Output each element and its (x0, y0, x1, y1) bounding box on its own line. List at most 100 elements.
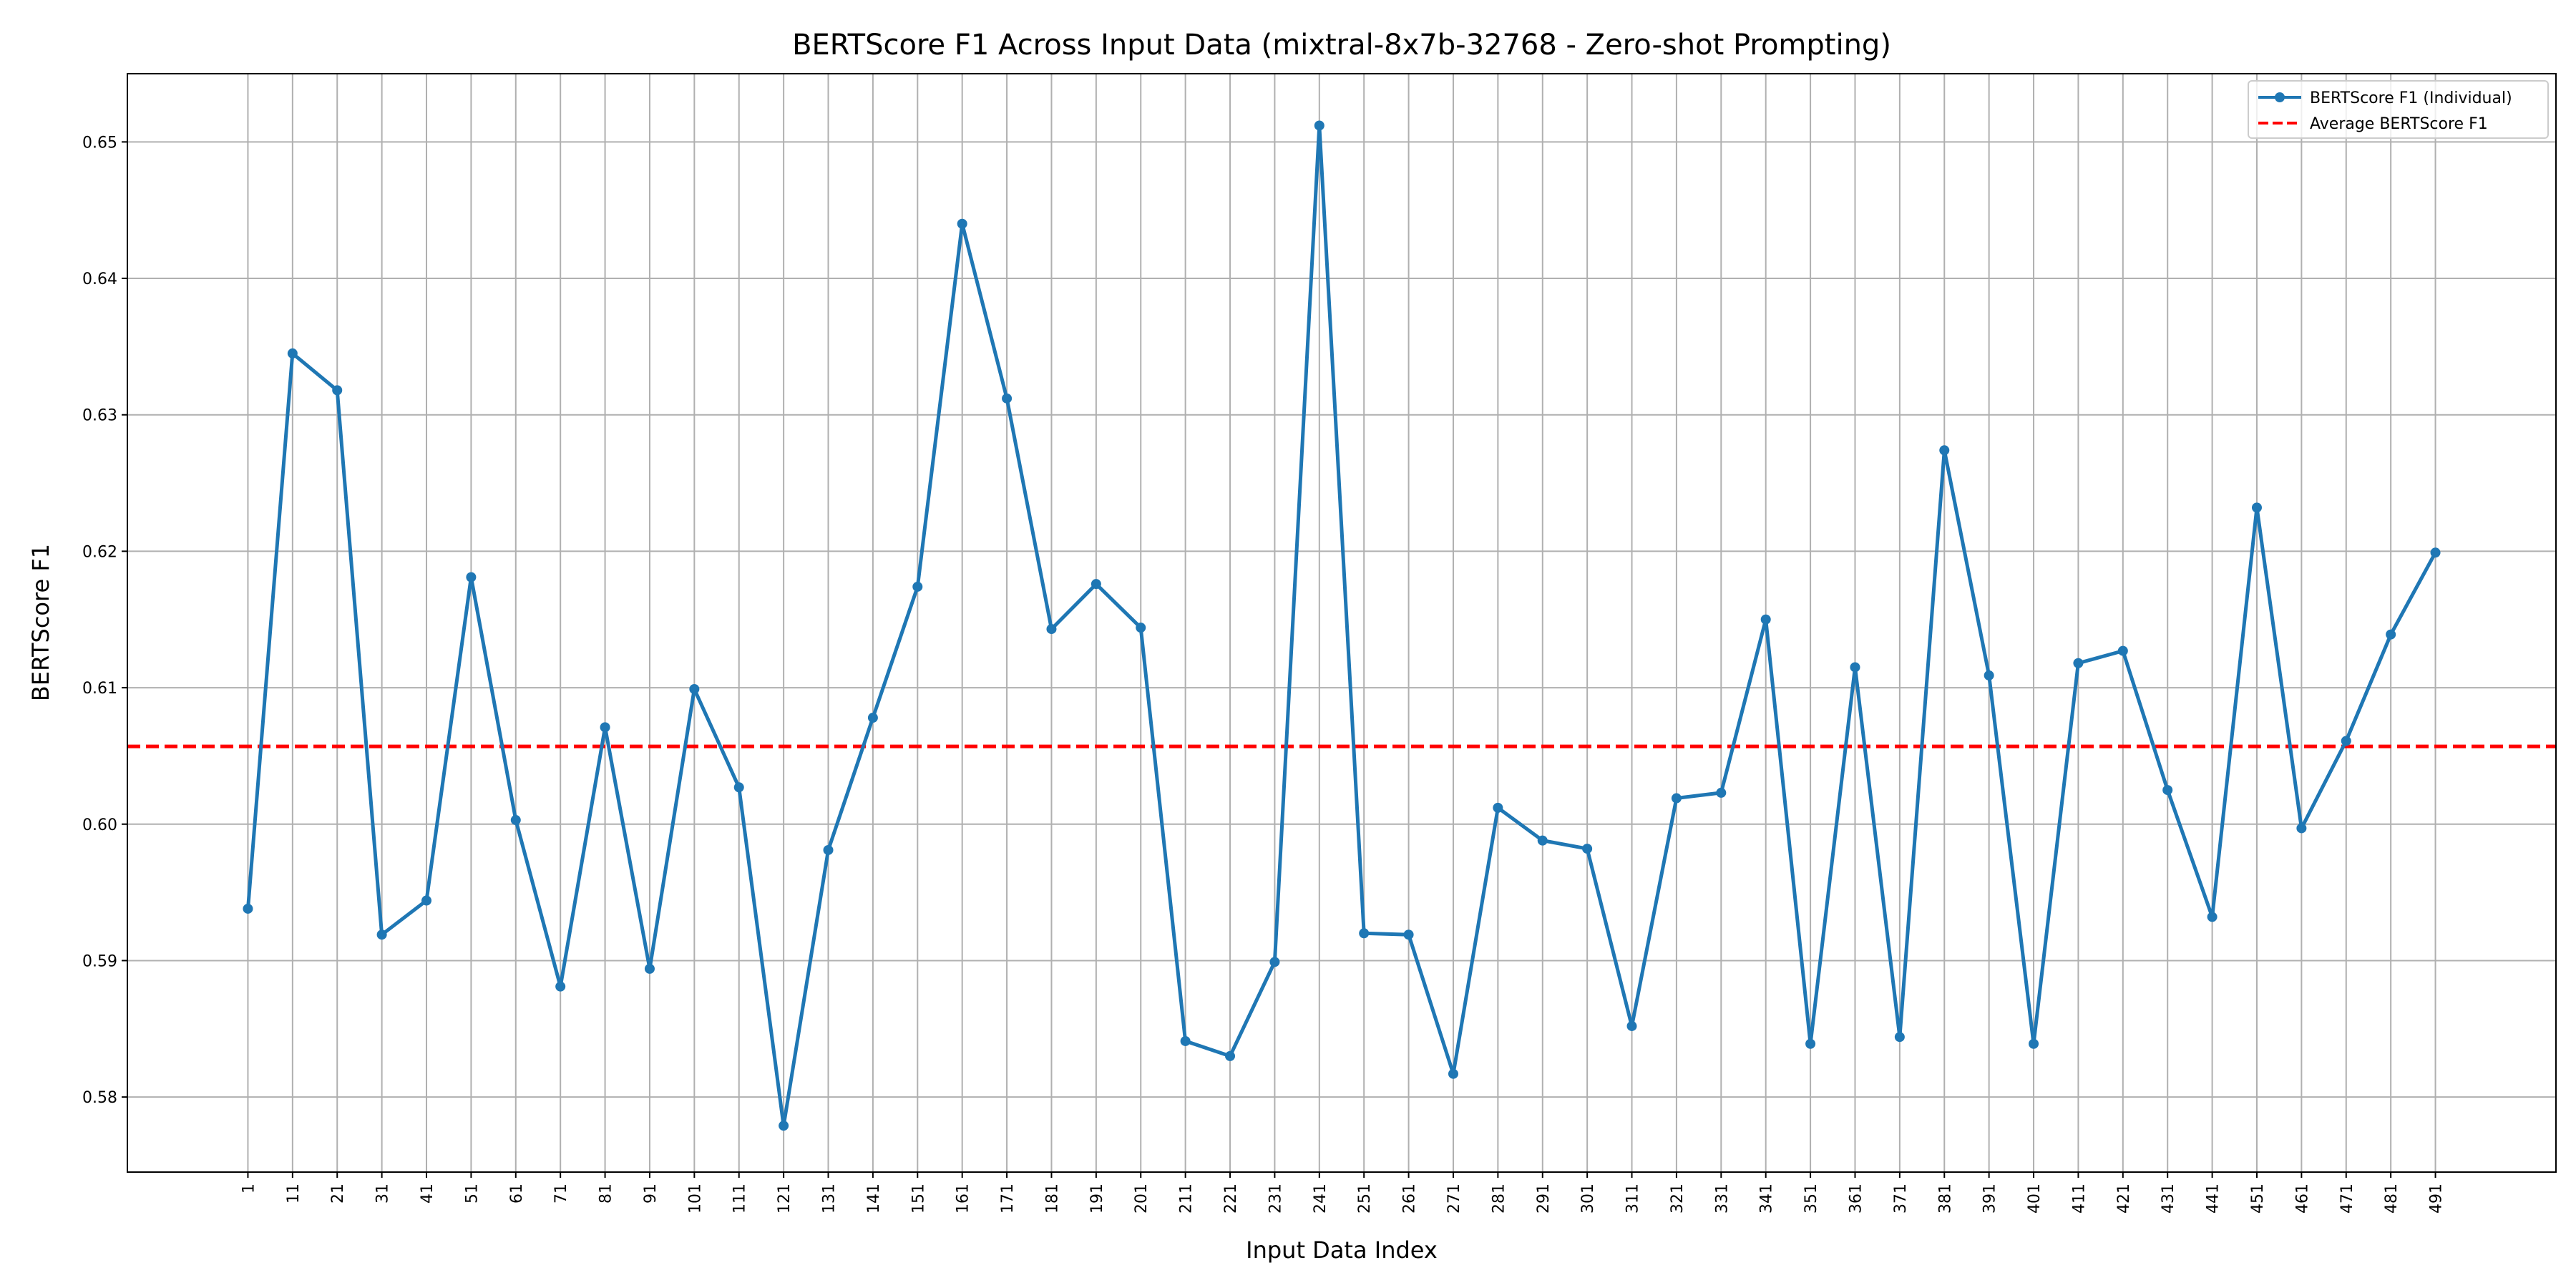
data-point (2029, 1038, 2039, 1049)
data-point (2341, 736, 2351, 746)
data-point (1314, 120, 1324, 131)
y-tick-label: 0.64 (82, 270, 117, 288)
x-tick-label: 411 (2070, 1184, 2088, 1214)
x-tick-label: 311 (1624, 1184, 1642, 1214)
data-point (644, 963, 655, 974)
x-tick-label: 141 (865, 1184, 883, 1214)
x-tick-label: 221 (1222, 1184, 1240, 1214)
x-tick-label: 261 (1401, 1184, 1419, 1214)
data-point (1760, 614, 1771, 625)
x-tick-label: 271 (1445, 1184, 1463, 1214)
legend-box (2248, 80, 2549, 139)
data-point (779, 1121, 789, 1131)
y-tick-label: 0.59 (82, 952, 117, 970)
data-point (421, 895, 432, 906)
data-point (1493, 802, 1503, 813)
y-tick-label: 0.61 (82, 680, 117, 698)
x-tick-label: 71 (552, 1184, 570, 1204)
data-point (1359, 928, 1370, 939)
data-point (1894, 1032, 1905, 1043)
x-tick-label: 491 (2428, 1184, 2446, 1214)
x-tick-label: 1 (240, 1184, 258, 1194)
x-tick-label: 171 (999, 1184, 1017, 1214)
data-point (510, 815, 521, 826)
data-point (823, 844, 834, 855)
x-tick-label: 31 (374, 1184, 392, 1204)
data-point (2162, 785, 2173, 796)
x-tick-label: 161 (955, 1184, 972, 1214)
x-tick-label: 241 (1312, 1184, 1330, 1214)
data-point (332, 385, 343, 396)
x-tick-label: 51 (463, 1184, 481, 1204)
data-point (1448, 1068, 1458, 1079)
legend-label-average: Average BERTScore F1 (2310, 115, 2488, 133)
x-tick-label: 361 (1847, 1184, 1865, 1214)
data-point (2430, 547, 2441, 558)
legend-label-individual: BERTScore F1 (Individual) (2310, 89, 2512, 107)
data-point (912, 581, 923, 592)
data-point (466, 572, 477, 582)
y-tick-label: 0.58 (82, 1089, 117, 1107)
data-point (1671, 793, 1682, 804)
x-tick-label: 191 (1088, 1184, 1106, 1214)
data-point (2296, 823, 2307, 834)
data-point (2117, 645, 2128, 656)
x-tick-label: 61 (508, 1184, 526, 1204)
x-tick-label: 421 (2115, 1184, 2133, 1214)
y-tick-label: 0.62 (82, 543, 117, 561)
x-tick-label: 251 (1356, 1184, 1374, 1214)
x-tick-label: 111 (731, 1184, 749, 1214)
x-tick-label: 481 (2383, 1184, 2401, 1214)
x-tick-label: 371 (1892, 1184, 1910, 1214)
data-point (555, 981, 566, 992)
x-tick-label: 201 (1133, 1184, 1151, 1214)
legend: BERTScore F1 (Individual) Average BERTSc… (2248, 80, 2549, 139)
data-point (2207, 912, 2218, 922)
y-tick-label: 0.65 (82, 134, 117, 152)
x-tick-label: 211 (1178, 1184, 1196, 1214)
x-tick-label: 41 (419, 1184, 436, 1204)
x-tick-label: 471 (2338, 1184, 2356, 1214)
data-point (1002, 393, 1013, 404)
x-tick-label: 81 (597, 1184, 615, 1204)
data-point (1716, 787, 1727, 798)
series-layer (243, 120, 2441, 1131)
x-tick-label: 341 (1758, 1184, 1776, 1214)
x-tick-label: 401 (2026, 1184, 2044, 1214)
data-point (1180, 1035, 1191, 1046)
data-point (957, 218, 967, 229)
x-tick-label: 11 (285, 1184, 303, 1204)
x-tick-label: 351 (1802, 1184, 1820, 1214)
x-tick-label: 101 (686, 1184, 704, 1214)
series-line-individual (246, 124, 2437, 1128)
x-tick-label: 431 (2160, 1184, 2177, 1214)
y-tick-label: 0.60 (82, 816, 117, 834)
data-point (1136, 623, 1146, 633)
x-axis: 1 11 21 31 41 51 61 71 81 91 101 111 121 131 141 151 161… (240, 1172, 2446, 1214)
data-point (2251, 502, 2262, 513)
y-tick-label: 0.63 (82, 407, 117, 425)
data-point (1537, 835, 1548, 846)
data-point (243, 903, 253, 914)
plot-area-frame (127, 73, 2557, 1173)
data-point (1582, 844, 1593, 854)
data-point (1091, 579, 1101, 590)
x-tick-label: 441 (2205, 1184, 2223, 1214)
x-tick-label: 181 (1043, 1184, 1061, 1214)
data-point (689, 683, 700, 694)
x-tick-label: 321 (1669, 1184, 1687, 1214)
y-axis: 0.58 0.59 0.60 0.61 0.62 0.63 0.64 0.65 (82, 134, 127, 1107)
x-tick-label: 21 (329, 1184, 347, 1204)
x-tick-label: 231 (1267, 1184, 1284, 1214)
x-tick-label: 281 (1490, 1184, 1508, 1214)
y-axis-label: BERTScore F1 (27, 544, 54, 701)
x-tick-label: 451 (2249, 1184, 2267, 1214)
data-point (1269, 957, 1280, 967)
data-point (1225, 1050, 1236, 1061)
x-tick-label: 131 (821, 1184, 839, 1214)
grid-lines (127, 74, 2556, 1172)
chart-title: BERTScore F1 Across Input Data (mixtral-… (792, 29, 1891, 62)
x-tick-label: 301 (1579, 1184, 1597, 1214)
data-point (287, 348, 298, 358)
data-point (1984, 670, 1994, 680)
